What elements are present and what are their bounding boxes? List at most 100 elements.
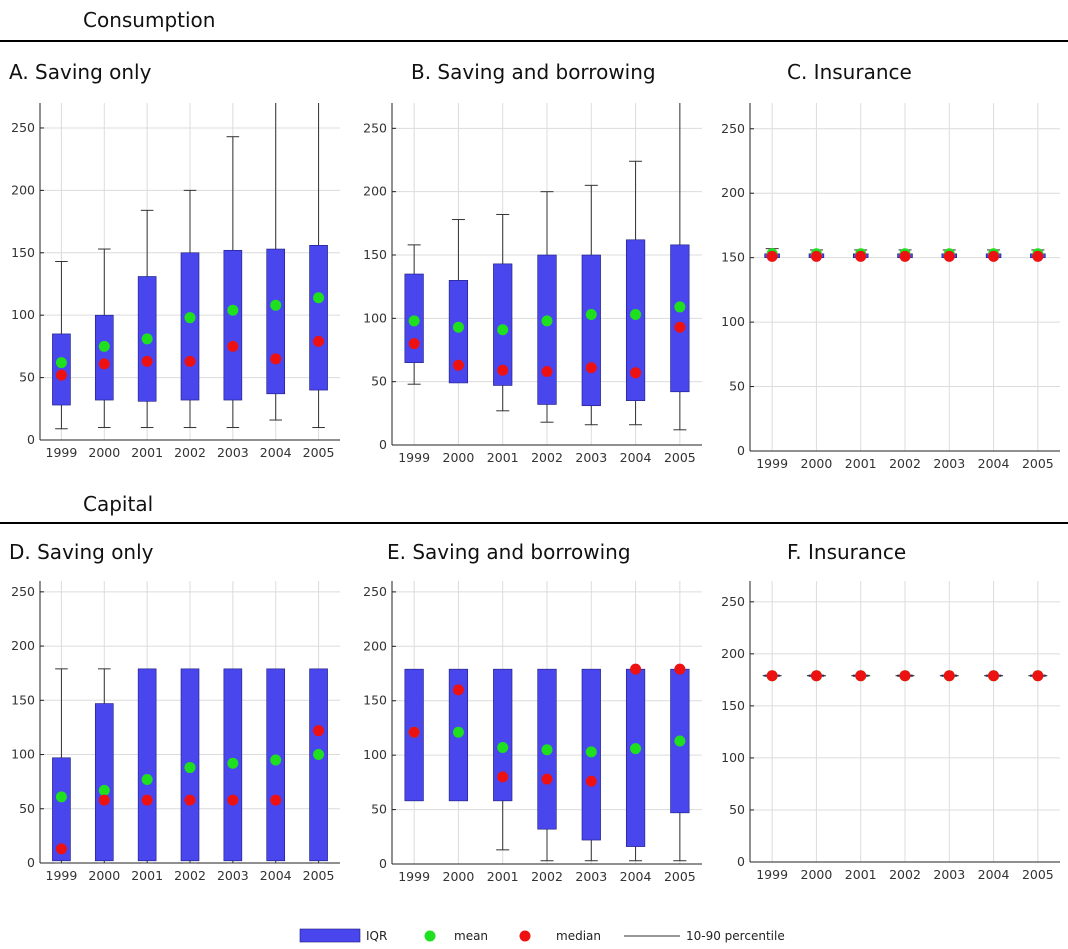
- y-tick-label: 250: [721, 594, 745, 609]
- x-tick-label: 2004: [978, 867, 1010, 882]
- panel-title-e: E. Saving and borrowing: [387, 540, 631, 564]
- median-marker: [541, 366, 553, 378]
- x-tick-label: 2005: [1022, 867, 1054, 882]
- section-title-capital: Capital: [83, 492, 154, 516]
- median-marker: [766, 250, 778, 262]
- x-tick-label: 2003: [217, 445, 249, 460]
- y-tick-label: 50: [19, 370, 35, 385]
- legend-mean-label: mean: [454, 929, 488, 943]
- mean-marker: [313, 749, 325, 761]
- median-marker: [408, 726, 420, 738]
- y-tick-label: 250: [11, 584, 35, 599]
- mean-marker: [452, 321, 464, 333]
- x-tick-label: 2000: [88, 868, 120, 883]
- y-tick-label: 0: [379, 856, 387, 871]
- median-marker: [55, 843, 67, 855]
- y-tick-label: 0: [379, 437, 387, 452]
- x-tick-label: 1999: [756, 456, 788, 471]
- y-tick-label: 150: [11, 245, 35, 260]
- y-tick-label: 200: [11, 638, 35, 653]
- x-tick-label: 2002: [174, 445, 206, 460]
- y-tick-label: 50: [729, 802, 745, 817]
- chart-panel-a: 0 50 100 150 200 250 1999 2000 2001 2002 2003 2004 2…: [11, 103, 340, 460]
- legend-iqr-label: IQR: [366, 929, 387, 943]
- section-title-consumption: Consumption: [83, 8, 216, 32]
- mean-marker: [227, 757, 239, 769]
- median-marker: [227, 340, 239, 352]
- median-marker: [1032, 670, 1044, 682]
- x-tick-label: 2004: [620, 869, 652, 884]
- median-marker: [141, 355, 153, 367]
- x-tick-label: 2000: [801, 867, 833, 882]
- mean-marker: [585, 746, 597, 758]
- median-marker: [674, 321, 686, 333]
- mean-marker: [55, 791, 67, 803]
- legend-whisker-label: 10-90 percentile: [686, 929, 785, 943]
- y-tick-label: 50: [371, 802, 387, 817]
- y-tick-label: 100: [721, 750, 745, 765]
- mean-marker: [630, 309, 642, 321]
- mean-marker: [408, 315, 420, 327]
- median-marker: [313, 335, 325, 347]
- iqr-box: [180, 252, 200, 401]
- y-tick-label: 100: [363, 747, 387, 762]
- mean-marker: [585, 309, 597, 321]
- x-tick-label: 2003: [933, 456, 965, 471]
- panel-title-f: F. Insurance: [787, 540, 907, 564]
- x-tick-label: 2002: [889, 867, 921, 882]
- chart-panel-b: 0 50 100 150 200 250 1999 2000 2001 2002 2003 2004 2…: [363, 103, 702, 465]
- x-tick-label: 2000: [443, 869, 475, 884]
- chart-panel-e: 0 50 100 150 200 250 1999 2000 2001 2002 2003 2004 2…: [363, 581, 702, 884]
- x-tick-label: 2000: [443, 450, 475, 465]
- median-marker: [408, 338, 420, 350]
- median-marker: [270, 353, 282, 365]
- mean-marker: [270, 299, 282, 311]
- median-marker: [227, 794, 239, 806]
- x-tick-label: 2001: [487, 450, 519, 465]
- y-tick-label: 0: [27, 855, 35, 870]
- mean-marker: [270, 754, 282, 766]
- legend-iqr-swatch: [299, 928, 361, 943]
- mean-marker: [141, 333, 153, 345]
- y-tick-label: 150: [363, 247, 387, 262]
- x-tick-label: 2002: [531, 869, 563, 884]
- median-marker: [899, 670, 911, 682]
- median-marker: [585, 362, 597, 374]
- x-tick-label: 2005: [1022, 456, 1054, 471]
- x-tick-label: 1999: [756, 867, 788, 882]
- mean-marker: [674, 735, 686, 747]
- section-divider: [0, 40, 1068, 42]
- y-tick-label: 200: [363, 638, 387, 653]
- x-tick-label: 2001: [131, 445, 163, 460]
- x-tick-label: 1999: [46, 868, 78, 883]
- mean-marker: [497, 324, 509, 336]
- median-marker: [855, 250, 867, 262]
- iqr-box: [670, 244, 690, 393]
- x-tick-label: 2002: [531, 450, 563, 465]
- y-tick-label: 50: [371, 374, 387, 389]
- chart-panel-c: 0 50 100 150 200 250 1999 2000 2001 2002 2003 2004 2…: [721, 103, 1060, 471]
- y-tick-label: 100: [721, 314, 745, 329]
- y-tick-label: 200: [721, 185, 745, 200]
- section-divider: [0, 522, 1068, 524]
- panel-title-c: C. Insurance: [787, 60, 912, 84]
- x-tick-label: 2004: [260, 868, 292, 883]
- median-marker: [98, 794, 110, 806]
- y-tick-label: 250: [11, 120, 35, 135]
- x-tick-label: 2005: [664, 450, 696, 465]
- y-tick-label: 0: [737, 443, 745, 458]
- median-marker: [184, 355, 196, 367]
- x-tick-label: 2000: [801, 456, 833, 471]
- iqr-box: [94, 314, 114, 401]
- x-tick-label: 1999: [46, 445, 78, 460]
- iqr-box: [137, 668, 157, 862]
- legend-median-label: median: [556, 929, 601, 943]
- mean-marker: [630, 743, 642, 755]
- x-tick-label: 2001: [845, 456, 877, 471]
- y-tick-label: 200: [721, 646, 745, 661]
- y-tick-label: 0: [27, 432, 35, 447]
- panel-title-a: A. Saving only: [9, 60, 152, 84]
- median-marker: [184, 794, 196, 806]
- panel-title-b: B. Saving and borrowing: [411, 60, 656, 84]
- x-tick-label: 2005: [303, 868, 335, 883]
